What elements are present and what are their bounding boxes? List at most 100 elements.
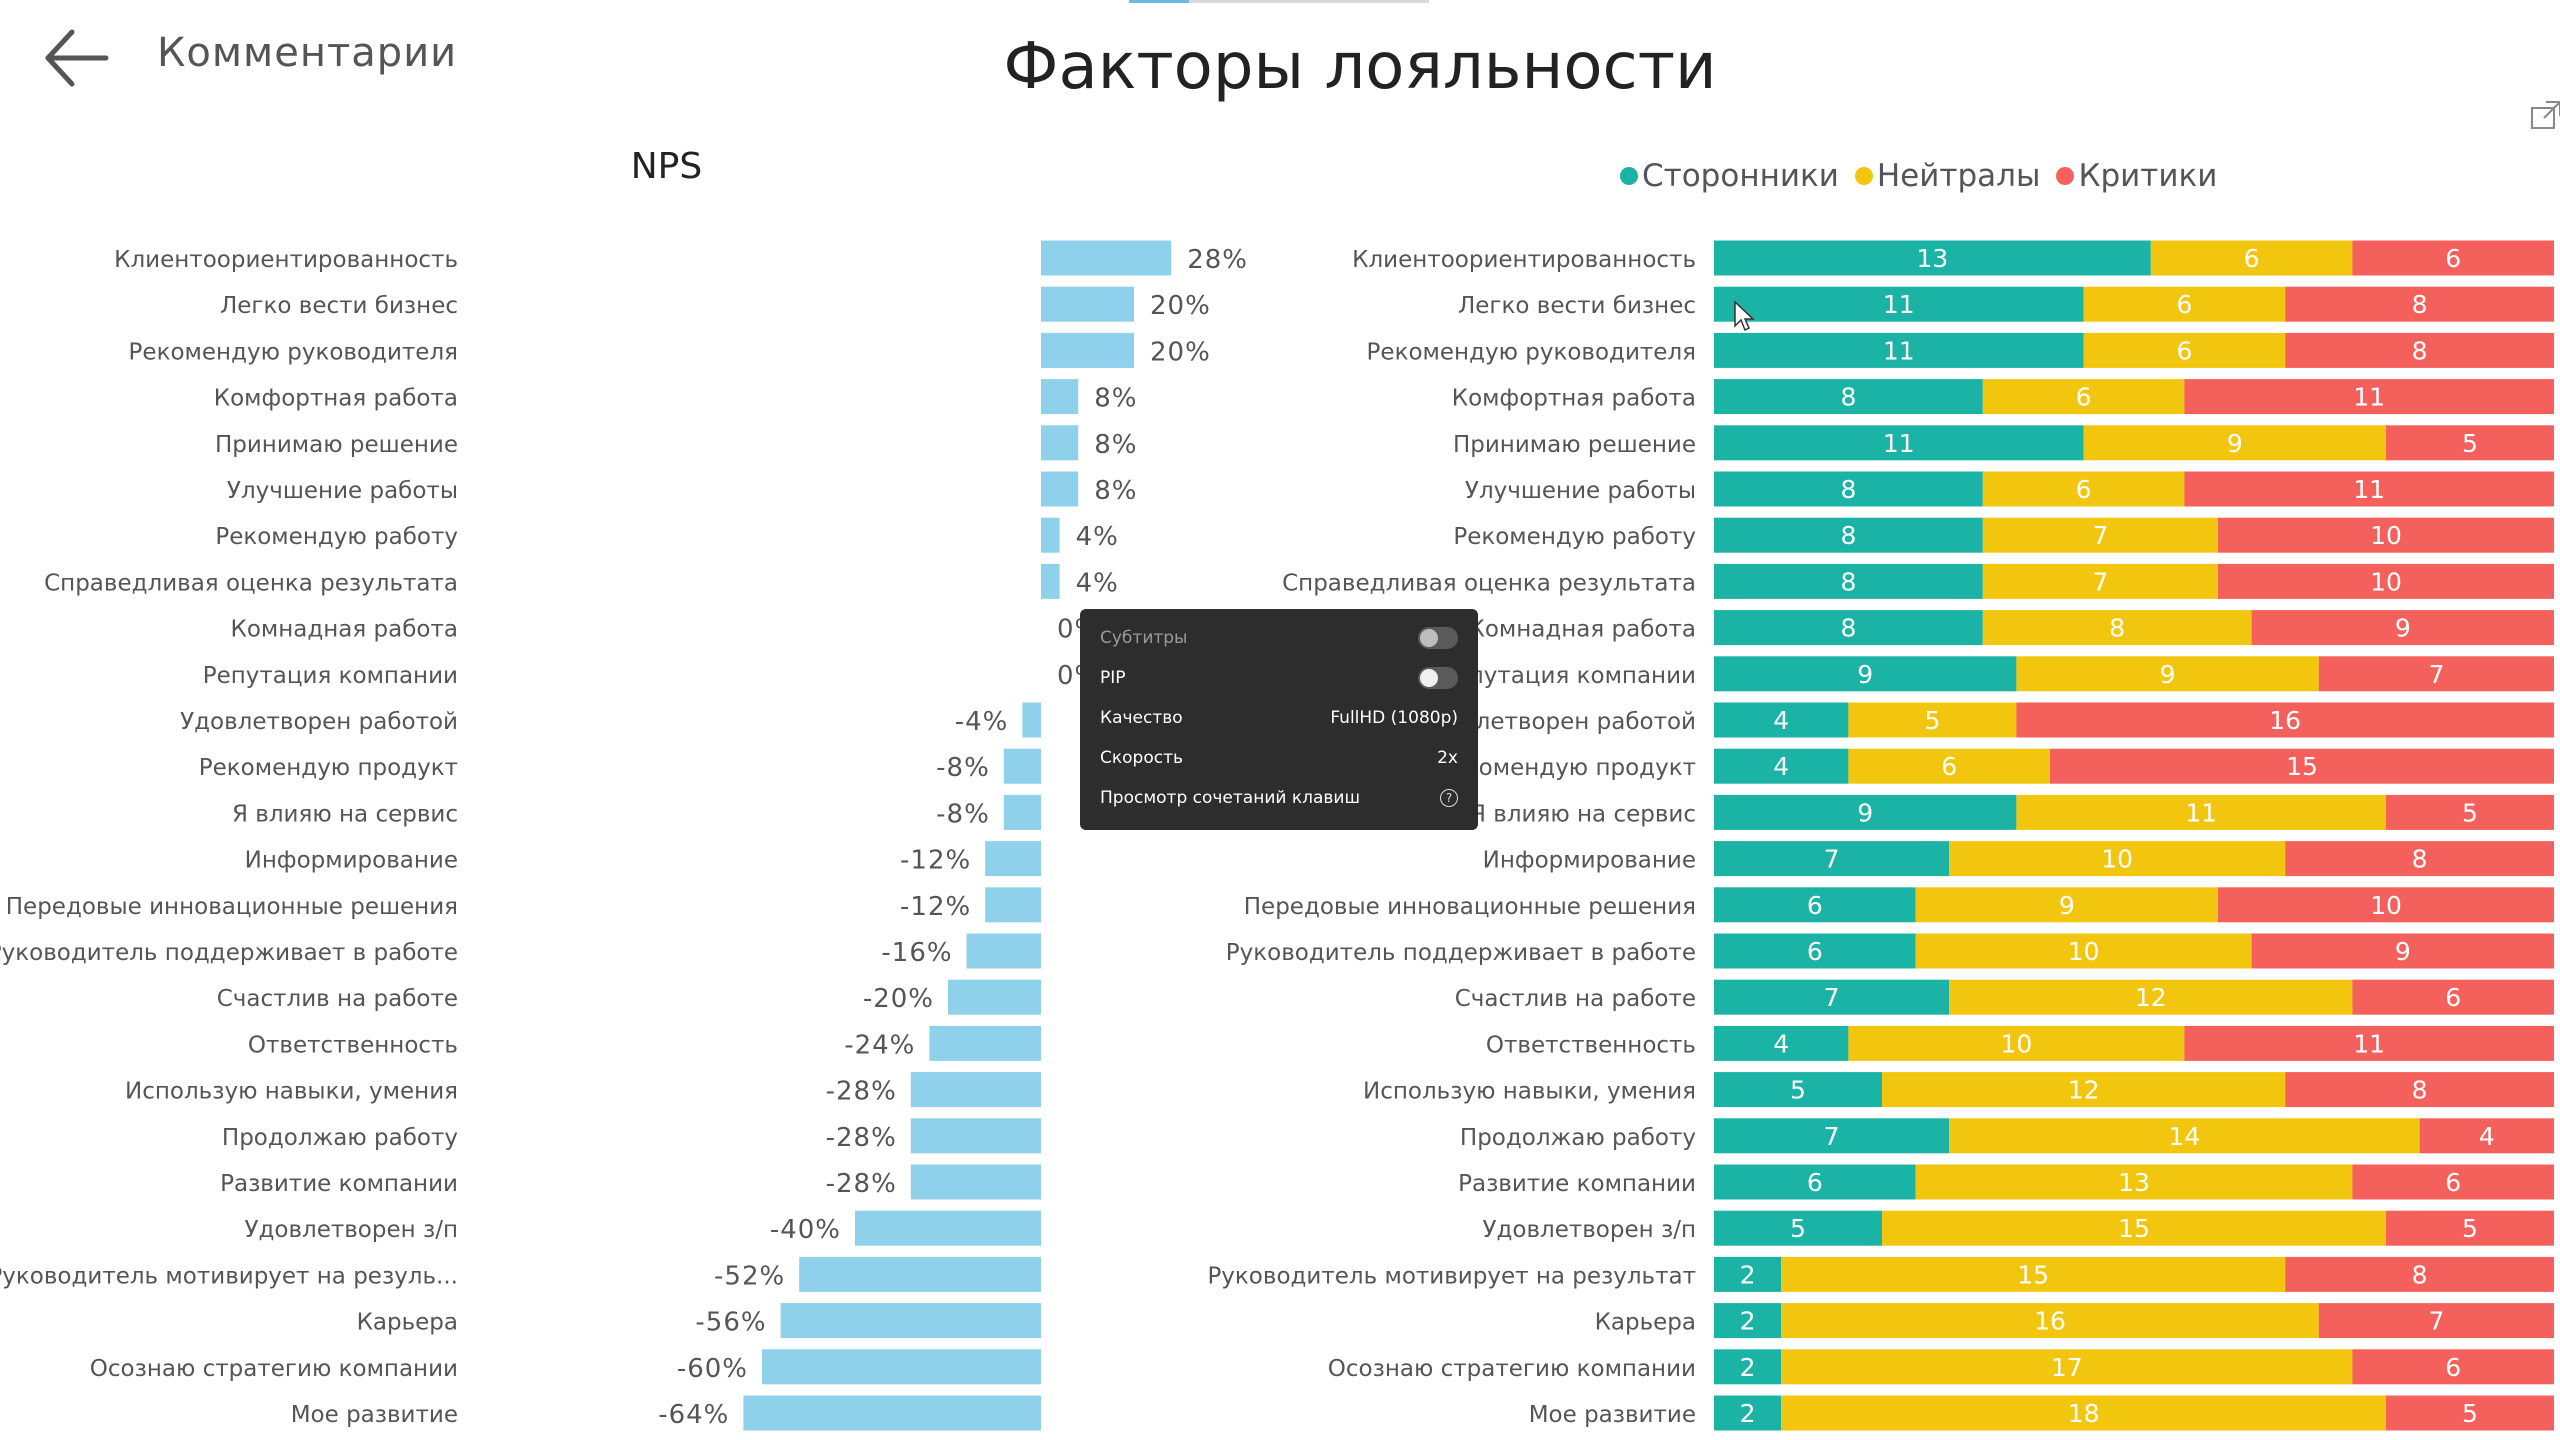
stacked-segment <box>1714 1303 1782 1339</box>
nps-value-label: -60% <box>677 1354 748 1384</box>
speed-label: Скорость <box>1100 748 1183 768</box>
legend-label-neutrals: Нейтралы <box>1876 158 2041 194</box>
stacked-segment-label: 8 <box>2109 614 2125 643</box>
stacked-segment <box>1714 332 2084 368</box>
stacked-segment <box>2352 240 2554 276</box>
legend-item-critics[interactable]: Критики <box>2056 158 2217 194</box>
speed-row[interactable]: Скорость 2x <box>1100 741 1458 775</box>
stacked-segment <box>1714 240 2151 276</box>
legend-item-neutrals[interactable]: Нейтралы <box>1854 158 2041 194</box>
stacked-category-label: Ответственность <box>1486 1032 1696 1058</box>
stacked-segment-label: 18 <box>2068 1399 2100 1428</box>
help-icon[interactable]: ? <box>1440 789 1458 807</box>
nps-bar <box>1003 794 1041 830</box>
stacked-category-label: Репутация компании <box>1441 663 1696 689</box>
stacked-segment <box>2218 517 2554 553</box>
stacked-segment <box>1714 563 1983 599</box>
stacked-category-label: Рекомендую работу <box>1453 524 1696 550</box>
stacked-segment <box>1714 887 1916 923</box>
stacked-segment <box>2285 1072 2554 1108</box>
nps-category-label: Комнадная работа <box>230 617 458 643</box>
stacked-segment <box>2184 379 2554 415</box>
stacked-segment-label: 2 <box>1740 1260 1756 1289</box>
legend-label-critics: Критики <box>2078 158 2218 194</box>
stacked-segment-label: 16 <box>2269 706 2301 735</box>
nps-category-label: Клиентоориентированность <box>114 247 458 273</box>
stacked-segment-label: 4 <box>1773 1029 1789 1058</box>
back-button[interactable] <box>40 20 120 100</box>
legend-item-supporters[interactable]: Сторонники <box>1620 158 1839 194</box>
stacked-segment <box>1714 1164 1916 1200</box>
stacked-segment-label: 11 <box>2185 798 2217 827</box>
nps-bar <box>948 979 1041 1015</box>
stacked-category-label: Мое развитие <box>1529 1402 1696 1428</box>
stacked-segment <box>1949 841 2286 877</box>
stacked-segment <box>1714 1395 1782 1431</box>
nps-category-label: Ответственность <box>248 1032 458 1058</box>
stacked-segment-label: 6 <box>1807 891 1823 920</box>
stacked-segment-label: 7 <box>2092 567 2108 596</box>
stacked-segment <box>2386 794 2554 830</box>
nps-bar <box>985 887 1041 923</box>
stacked-segment-label: 6 <box>2445 983 2461 1012</box>
stacked-segment <box>1781 1349 2353 1385</box>
stacked-segment-label: 10 <box>2068 937 2100 966</box>
stacked-segment-label: 7 <box>2092 521 2108 550</box>
nps-bar <box>910 1072 1041 1108</box>
nps-bar <box>910 1118 1041 1154</box>
stacked-segment-label: 9 <box>2227 429 2243 458</box>
stacked-segment <box>1714 656 2017 692</box>
pip-row[interactable]: PIP <box>1100 661 1458 695</box>
shortcuts-row[interactable]: Просмотр сочетаний клавиш ? <box>1100 781 1458 815</box>
stacked-segment-label: 9 <box>2395 614 2411 643</box>
nps-value-label: -28% <box>826 1169 897 1199</box>
stacked-segment-label: 12 <box>2068 1076 2100 1105</box>
stacked-segment-label: 5 <box>1924 706 1940 735</box>
stacked-category-label: Улучшение работы <box>1465 478 1696 504</box>
pip-toggle[interactable] <box>1418 667 1458 689</box>
stacked-segment <box>2386 1395 2554 1431</box>
subtitles-row[interactable]: Субтитры <box>1100 621 1458 655</box>
quality-row[interactable]: Качество FullHD (1080p) <box>1100 701 1458 735</box>
nps-value-label: 20% <box>1150 291 1211 321</box>
stacked-segment-label: 7 <box>1824 983 1840 1012</box>
stacked-category-label: Справедливая оценка результата <box>1282 570 1696 596</box>
stacked-segment <box>1915 933 2252 969</box>
stacked-segment-label: 17 <box>2051 1353 2083 1382</box>
quality-label: Качество <box>1100 708 1183 728</box>
back-label[interactable]: Комментарии <box>157 30 458 76</box>
stacked-segment-label: 9 <box>2059 891 2075 920</box>
stacked-segment <box>1714 286 2084 322</box>
stacked-segment <box>1714 379 1983 415</box>
stacked-segment-label: 10 <box>2370 567 2402 596</box>
stacked-segment <box>1915 1164 2353 1200</box>
stacked-segment-label: 4 <box>2479 1122 2495 1151</box>
stacked-category-label: Информирование <box>1483 848 1696 874</box>
stacked-category-label: Рекомендую продукт <box>1437 755 1696 781</box>
stacked-segment-label: 15 <box>2017 1260 2049 1289</box>
stacked-segment <box>2150 240 2353 276</box>
stacked-segment <box>2285 332 2554 368</box>
expand-icon[interactable] <box>2530 100 2560 132</box>
stacked-category-label: Комнадная работа <box>1468 617 1696 643</box>
stacked-category-label: Карьера <box>1595 1310 1696 1336</box>
stacked-segment-label: 8 <box>1840 383 1856 412</box>
stacked-category-label: Руководитель мотивирует на результат <box>1207 1263 1696 1289</box>
stacked-segment-label: 11 <box>2353 1029 2385 1058</box>
stacked-segment-label: 5 <box>2462 798 2478 827</box>
stacked-segment <box>1949 1118 2420 1154</box>
nps-category-label: Я влияю на сервис <box>232 801 458 827</box>
stacked-segment-label: 6 <box>2176 336 2192 365</box>
stacked-segment <box>2318 656 2554 692</box>
nps-value-label: 8% <box>1094 384 1137 414</box>
stacked-segment-label: 8 <box>2412 1076 2428 1105</box>
stacked-category-label: Развитие компании <box>1458 1171 1696 1197</box>
subtitles-toggle[interactable] <box>1418 627 1458 649</box>
stacked-segment <box>1949 979 2353 1015</box>
loyalty-stacked-chart: Клиентоориентированность 13 6 6 Легко вести … <box>1207 240 2554 1431</box>
stacked-segment <box>2251 933 2554 969</box>
stacked-category-label: Продолжаю работу <box>1460 1125 1696 1151</box>
speed-value: 2x <box>1437 748 1458 768</box>
nps-value-label: -12% <box>900 846 971 876</box>
nps-value-label: 28% <box>1187 245 1248 275</box>
